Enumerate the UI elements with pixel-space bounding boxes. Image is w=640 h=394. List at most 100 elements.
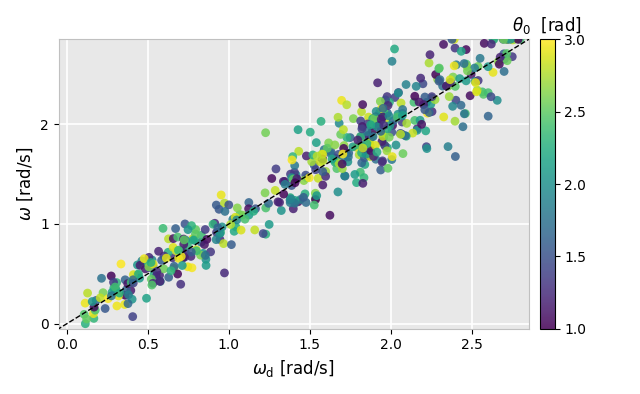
Point [507, 36, 517, 43]
Point [327, 156, 337, 162]
Point [191, 247, 202, 253]
Point [182, 242, 193, 249]
Point [449, 63, 460, 69]
Point [285, 171, 296, 177]
Point [461, 63, 472, 69]
Point [494, 61, 504, 67]
Point [415, 75, 426, 81]
Point [164, 274, 174, 281]
Point [363, 132, 373, 139]
Point [216, 192, 227, 198]
Point [285, 197, 295, 203]
Point [378, 158, 388, 164]
Point [357, 143, 367, 149]
Point [495, 54, 506, 60]
Point [340, 173, 350, 179]
Point [376, 116, 387, 123]
Point [325, 150, 335, 156]
Point [166, 268, 176, 274]
Point [173, 247, 184, 253]
Point [287, 182, 297, 189]
Point [180, 221, 190, 227]
Point [379, 108, 389, 115]
Point [100, 305, 110, 312]
Point [438, 83, 448, 89]
Point [454, 75, 465, 82]
Point [317, 151, 327, 157]
Point [163, 236, 173, 242]
Point [401, 82, 411, 88]
Point [362, 121, 372, 127]
Point [382, 100, 392, 107]
Point [260, 190, 270, 196]
Point [472, 89, 482, 95]
Point [434, 65, 444, 72]
Point [355, 142, 365, 149]
Point [333, 114, 343, 121]
Point [334, 120, 344, 126]
Point [486, 93, 496, 100]
Point [434, 78, 444, 84]
Point [385, 123, 395, 129]
Point [345, 134, 355, 141]
Point [450, 118, 460, 125]
Point [427, 93, 437, 100]
Point [289, 162, 300, 169]
Point [414, 99, 424, 105]
Point [201, 256, 211, 262]
Title: $\theta_0$  [rad]: $\theta_0$ [rad] [513, 15, 582, 36]
Point [304, 175, 314, 181]
Point [359, 154, 369, 161]
Point [110, 284, 120, 290]
Point [196, 232, 207, 238]
Point [232, 217, 242, 223]
Point [443, 143, 453, 150]
Point [168, 236, 179, 242]
Point [473, 63, 483, 70]
Point [393, 111, 403, 117]
Point [418, 81, 428, 87]
Point [275, 199, 285, 206]
Point [465, 93, 476, 99]
Point [488, 36, 498, 43]
Point [466, 71, 476, 78]
Point [363, 152, 373, 159]
Point [244, 212, 254, 218]
Point [371, 108, 381, 115]
Point [369, 115, 380, 121]
Point [310, 190, 321, 196]
Point [365, 147, 376, 154]
Point [98, 290, 108, 296]
Point [333, 151, 344, 158]
Point [205, 249, 216, 255]
Point [322, 145, 332, 151]
Point [231, 224, 241, 230]
Point [149, 271, 159, 277]
Point [177, 262, 188, 269]
Point [382, 93, 392, 100]
Point [384, 113, 394, 119]
Point [499, 51, 509, 57]
Point [243, 206, 253, 212]
Point [223, 202, 234, 208]
Point [326, 149, 336, 155]
Point [163, 249, 173, 255]
Point [477, 89, 488, 95]
Point [364, 150, 374, 156]
Point [379, 141, 389, 147]
Point [115, 290, 125, 296]
Point [189, 237, 200, 243]
Point [461, 61, 472, 67]
Point [106, 273, 116, 279]
Point [148, 263, 158, 269]
Point [87, 298, 97, 305]
Point [339, 142, 349, 149]
Point [144, 264, 154, 270]
Point [502, 50, 512, 57]
Point [307, 158, 317, 165]
Point [173, 234, 183, 240]
Point [415, 117, 425, 123]
Point [502, 36, 513, 43]
Point [103, 296, 113, 302]
Point [128, 280, 138, 286]
